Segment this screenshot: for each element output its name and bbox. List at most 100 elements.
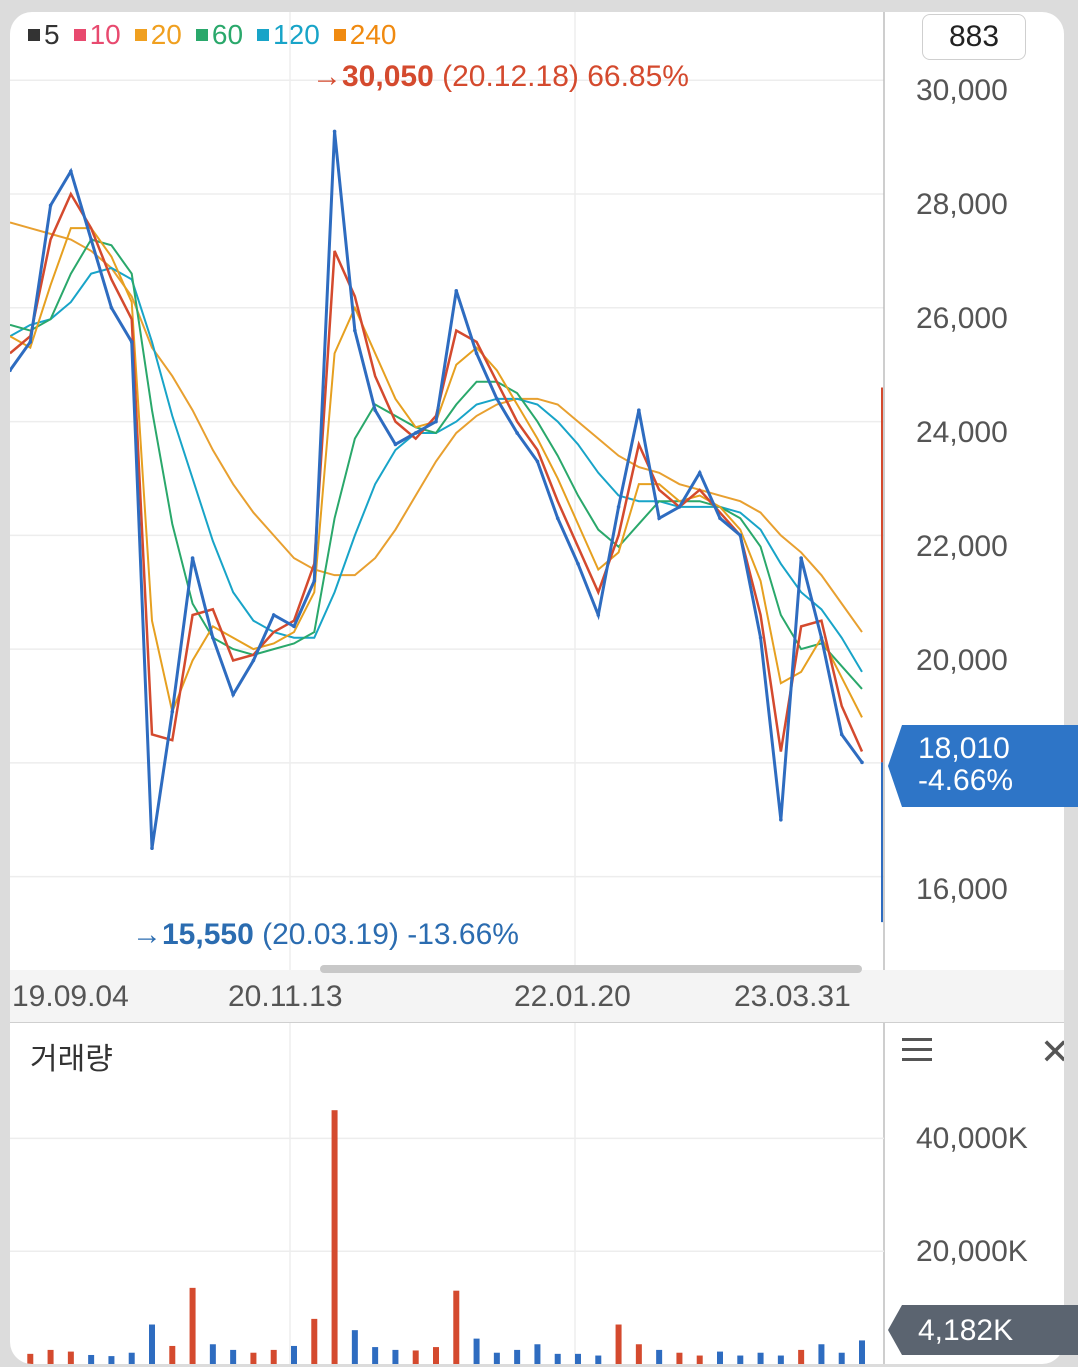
- current-price: 18,010: [918, 732, 1010, 765]
- legend-item-240[interactable]: 240: [333, 19, 397, 51]
- volume-bar: [554, 1353, 561, 1364]
- volume-bar: [676, 1352, 683, 1364]
- price-point: [89, 237, 93, 242]
- current-volume-tag: 4,182K: [888, 1305, 1078, 1355]
- price-point: [48, 203, 53, 208]
- x-axis-band: [10, 970, 1064, 1022]
- chart-scrollbar[interactable]: [320, 965, 862, 973]
- volume-bar: [717, 1351, 723, 1364]
- volume-tick-label: 40,000K: [916, 1122, 1028, 1155]
- legend-label-5: 5: [44, 19, 60, 50]
- legend-swatch-5: [28, 29, 40, 41]
- menu-icon[interactable]: [902, 1038, 932, 1064]
- legend-label-60: 60: [211, 19, 244, 50]
- price-point: [637, 408, 641, 413]
- price-point: [292, 624, 296, 629]
- volume-bar: [189, 1287, 196, 1364]
- volume-bar: [149, 1324, 155, 1364]
- volume-bar: [595, 1355, 602, 1364]
- y-tick-label: 16,000: [916, 873, 1008, 906]
- volume-bar: [270, 1349, 277, 1364]
- price-point: [129, 340, 134, 344]
- volume-bar: [372, 1347, 379, 1364]
- price-volume-chart[interactable]: [10, 12, 1064, 1364]
- volume-bar: [859, 1340, 865, 1364]
- price-point: [393, 442, 398, 447]
- high-annotation: →30,050 (20.12.18) 66.85%: [312, 60, 689, 94]
- low-arrow: →: [132, 918, 162, 951]
- current-price-tag: 18,010 -4.66%: [888, 725, 1078, 807]
- volume-bar: [250, 1352, 257, 1364]
- legend-item-60[interactable]: 60: [195, 19, 244, 51]
- volume-title: 거래량: [30, 1043, 113, 1076]
- volume-bar: [331, 1110, 338, 1364]
- volume-bar: [351, 1330, 358, 1364]
- volume-bar: [27, 1353, 34, 1364]
- legend-label-10: 10: [89, 19, 121, 50]
- price-point: [535, 459, 540, 464]
- price-point: [28, 340, 33, 344]
- volume-bar: [433, 1347, 439, 1364]
- price-point: [10, 368, 12, 373]
- volume-bar: [311, 1318, 318, 1364]
- high-value: 30,050: [342, 60, 434, 93]
- ma240-line: [10, 221, 863, 633]
- price-box[interactable]: 883: [922, 14, 1026, 60]
- current-change: -4.66%: [918, 764, 1014, 797]
- volume-bar: [798, 1349, 805, 1364]
- legend-label-120: 120: [273, 19, 320, 50]
- volume-bar: [696, 1355, 703, 1364]
- price-point: [150, 846, 154, 851]
- legend-item-10[interactable]: 10: [73, 19, 121, 51]
- volume-bar: [67, 1351, 74, 1364]
- volume-bar: [10, 1355, 13, 1364]
- y-tick-label: 28,000: [916, 188, 1008, 221]
- price-point: [332, 129, 337, 134]
- volume-bar: [209, 1344, 216, 1364]
- price-point: [758, 635, 763, 640]
- price-point: [474, 351, 479, 356]
- volume-bar: [777, 1355, 784, 1364]
- price-point: [454, 288, 459, 293]
- price-point: [697, 470, 702, 475]
- price-point: [555, 516, 560, 521]
- volume-bar: [412, 1350, 419, 1364]
- legend-item-120[interactable]: 120: [257, 19, 320, 51]
- volume-bar: [169, 1345, 176, 1364]
- legend-swatch-120: [257, 29, 270, 41]
- legend-label-20: 20: [150, 19, 182, 50]
- ma-legend: 5 10 20 60 120 240: [28, 18, 396, 52]
- price-point: [616, 505, 621, 509]
- price-point: [271, 613, 276, 617]
- price-point: [839, 732, 844, 737]
- price-point: [251, 658, 256, 663]
- price-point: [495, 397, 499, 401]
- volume-bar: [291, 1345, 297, 1364]
- close-icon[interactable]: ✕: [1040, 1031, 1064, 1072]
- price-point: [677, 505, 682, 509]
- volume-bar: [534, 1344, 541, 1364]
- x-tick-label: 19.09.04: [12, 980, 129, 1013]
- y-tick-label: 20,000: [916, 644, 1008, 677]
- price-point: [434, 419, 438, 424]
- y-tick-label: 24,000: [916, 416, 1008, 449]
- high-date: (20.12.18): [442, 60, 579, 93]
- volume-bar: [818, 1344, 825, 1364]
- current-volume: 4,182K: [918, 1314, 1014, 1347]
- price-point: [779, 817, 783, 822]
- y-tick-label: 22,000: [916, 530, 1008, 563]
- legend-label-240: 240: [349, 19, 397, 50]
- volume-bar: [230, 1349, 237, 1364]
- price-point: [576, 561, 580, 566]
- price-point: [799, 556, 803, 560]
- legend-swatch-60: [195, 29, 208, 41]
- volume-bar: [838, 1352, 845, 1364]
- legend-item-5[interactable]: 5: [28, 19, 60, 51]
- low-value: 15,550: [162, 918, 254, 951]
- volume-bar: [737, 1355, 744, 1364]
- legend-item-20[interactable]: 20: [134, 19, 182, 51]
- price-point: [211, 635, 215, 640]
- volume-bar: [47, 1349, 54, 1364]
- price-point: [718, 516, 722, 521]
- volume-bar: [635, 1344, 642, 1364]
